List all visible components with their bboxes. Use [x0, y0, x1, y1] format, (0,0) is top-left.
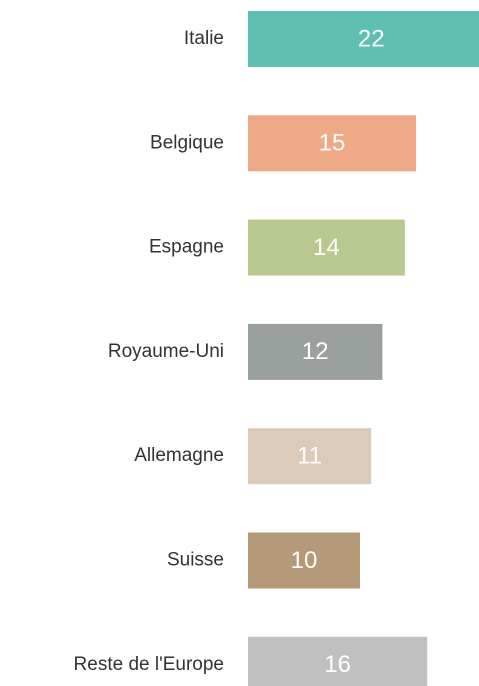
category-label: Allemagne — [134, 445, 224, 466]
value-label: 11 — [297, 443, 322, 470]
category-label: Espagne — [149, 237, 224, 258]
bar — [248, 532, 360, 589]
bar — [248, 11, 479, 67]
category-label: Reste de l'Europe — [74, 654, 224, 675]
value-label: 14 — [313, 234, 340, 261]
category-label: Suisse — [167, 550, 224, 571]
value-label: 10 — [291, 547, 318, 574]
value-label: 22 — [358, 25, 385, 52]
value-label: 15 — [319, 130, 346, 157]
plot-area: Italie 22 Belgique 15 Espagne 14 Royaume-Uni 12… — [74, 11, 479, 686]
bar — [248, 219, 405, 276]
category-label: Italie — [184, 28, 224, 49]
category-label: Belgique — [150, 132, 224, 153]
bar — [248, 323, 383, 380]
value-label: 12 — [302, 338, 329, 365]
bar — [248, 636, 428, 686]
bar — [248, 428, 372, 485]
bar — [248, 115, 416, 172]
value-label: 16 — [324, 651, 351, 678]
category-label: Royaume-Uni — [108, 341, 224, 362]
